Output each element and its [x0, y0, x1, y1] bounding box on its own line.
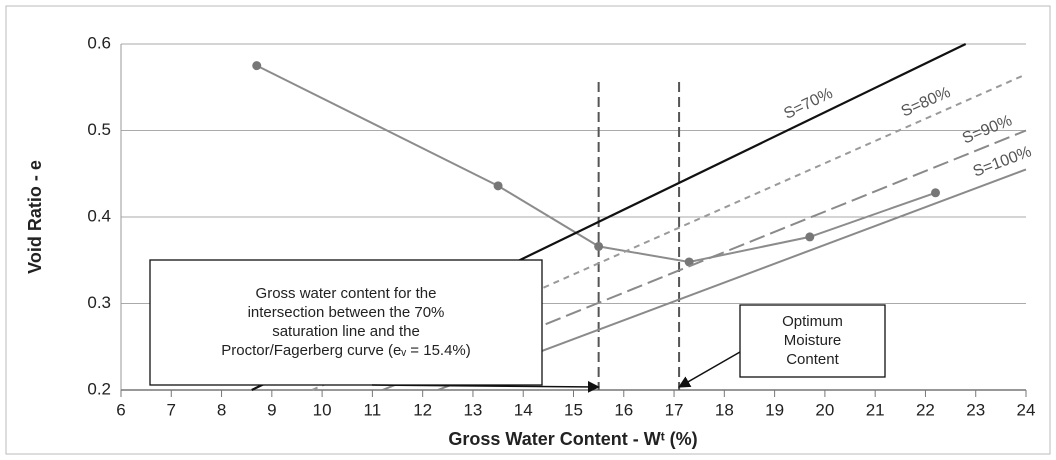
data-point [931, 188, 940, 198]
annotation-text: Moisture [784, 332, 842, 349]
x-axis-label: Gross Water Content - Wᵗ (%) [448, 429, 697, 449]
x-tick-label: 21 [866, 400, 885, 419]
x-tick-label: 10 [313, 400, 332, 419]
x-tick-label: 20 [815, 400, 834, 419]
y-tick-label: 0.3 [87, 293, 111, 312]
annotation-arrow [678, 351, 741, 388]
annotation-text: Gross water content for the [256, 285, 437, 302]
series-line [311, 73, 1027, 391]
data-point [493, 181, 503, 191]
x-tick-label: 18 [715, 400, 734, 419]
frame [5, 5, 1051, 455]
x-tick-label: 15 [564, 400, 583, 419]
series-label: S=80% [899, 84, 953, 121]
y-tick-label: 0.6 [87, 33, 111, 52]
series-label: S=90% [960, 112, 1015, 147]
y-tick-label: 0.5 [87, 120, 111, 139]
x-tick-label: 11 [364, 400, 382, 419]
x-tick-label: 9 [267, 400, 276, 419]
x-tick-label: 12 [413, 400, 432, 419]
annotation-box [149, 259, 543, 386]
data-point [252, 61, 262, 71]
data-point [805, 232, 815, 242]
annotation-text: intersection between the 70% [248, 304, 445, 321]
x-tick-label: 8 [217, 400, 226, 419]
y-tick-label: 0.2 [87, 379, 111, 398]
annotation-text: saturation line and the [272, 323, 420, 340]
x-tick-label: 16 [614, 400, 633, 419]
data-point [684, 257, 694, 267]
data-point [594, 241, 604, 251]
series-label: S=70% [781, 85, 835, 123]
series-line [256, 64, 936, 263]
x-tick-label: 7 [167, 400, 176, 419]
y-axis-label: Void Ratio - e [25, 160, 45, 274]
y-tick-label: 0.4 [87, 206, 111, 225]
annotation-box [739, 304, 886, 378]
x-tick-label: 24 [1017, 400, 1036, 419]
x-tick-label: 14 [514, 400, 533, 419]
annotation-arrow [371, 380, 600, 393]
x-tick-label: 23 [966, 400, 985, 419]
x-tick-label: 17 [665, 400, 684, 419]
annotation-text: Proctor/Fagerberg curve (eᵥ = 15.4%) [221, 342, 471, 359]
x-tick-label: 22 [916, 400, 935, 419]
annotation-text: Optimum [782, 313, 843, 330]
x-tick-label: 13 [463, 400, 482, 419]
x-tick-label: 19 [765, 400, 784, 419]
x-tick-label: 6 [116, 400, 125, 419]
annotation-text: Content [786, 351, 839, 368]
